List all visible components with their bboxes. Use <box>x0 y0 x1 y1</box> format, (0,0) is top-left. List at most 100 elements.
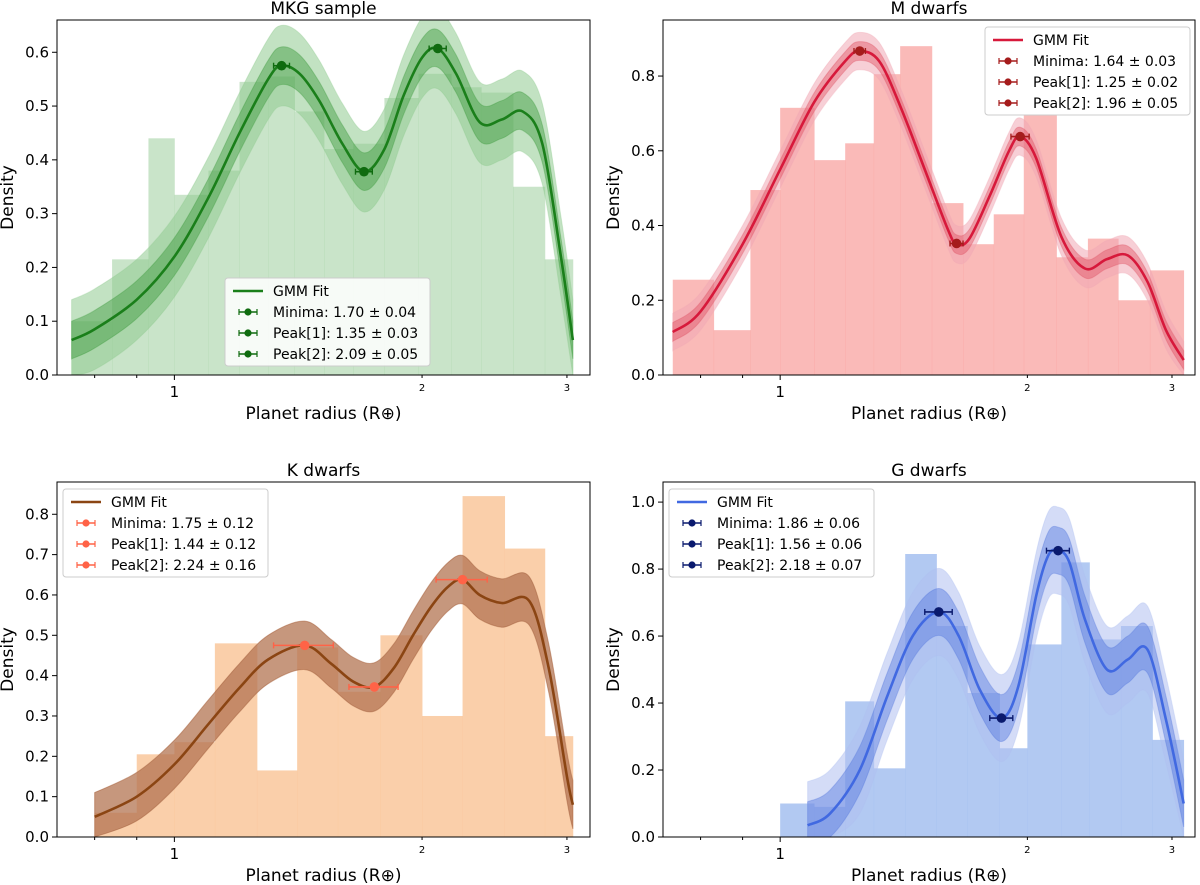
uncertainty-band-inner <box>71 28 574 360</box>
x-tick-label: 1 <box>775 845 785 863</box>
plot-area <box>671 31 1185 375</box>
y-tick-label: 1.0 <box>631 493 655 511</box>
peak-1-marker <box>276 60 287 71</box>
histogram-bar <box>845 143 875 375</box>
histogram-bar <box>1027 644 1062 837</box>
legend-label: Peak[2]: 2.24 ± 0.16 <box>111 558 256 574</box>
x-tick-label: 3 <box>1169 383 1175 394</box>
y-tick-label: 0.2 <box>25 258 49 276</box>
panel-g-dwarfs: 0.0 0.2 0.4 0.6 0.8 1.0 1 2 3 G dwarfs Planet radi… <box>604 461 1196 885</box>
histogram-bar <box>422 715 463 837</box>
legend-point-swatch <box>1004 99 1012 107</box>
y-tick-label: 0.6 <box>631 142 655 160</box>
axes-frame <box>56 19 591 376</box>
x-tick-label: 2 <box>419 383 425 394</box>
legend-box <box>62 488 269 578</box>
uncertainty-band-inner <box>807 525 1185 837</box>
x-axis-label: Planet radius (R⊕) <box>851 404 1007 424</box>
y-tick-label: 0.4 <box>25 667 49 685</box>
legend: GMM Fit Minima: 1.64 ± 0.03 Peak[1]: 1.25 … <box>984 26 1191 116</box>
x-tick-label: 3 <box>1169 845 1175 856</box>
y-tick-label: 0.5 <box>25 97 49 115</box>
peak-2-marker <box>432 43 443 54</box>
legend-point-swatch <box>688 540 696 548</box>
panel-k-dwarfs: 0.0 0.1 0.2 0.3 0.4 0.5 0.6 0.7 0.8 1 2 3 K dwarfs Pl… <box>0 461 591 885</box>
legend-label: GMM Fit <box>111 495 167 511</box>
legend-box <box>668 488 875 578</box>
y-tick-label: 0.3 <box>25 707 49 725</box>
y-tick-label: 0.4 <box>631 217 655 235</box>
panel-mkg-sample: 0.0 0.1 0.2 0.3 0.4 0.5 0.6 1 2 3 MKG sample Planet… <box>0 0 591 424</box>
legend-point-swatch <box>244 329 252 337</box>
x-tick-label: 1 <box>170 383 180 401</box>
legend-point-swatch <box>82 519 90 527</box>
uncertainty-band-outer <box>672 31 1185 375</box>
axes-frame <box>662 19 1196 376</box>
minima-marker <box>951 238 962 249</box>
peak-2-marker <box>1015 131 1025 142</box>
plot-area <box>780 505 1185 837</box>
legend-point-swatch <box>244 350 252 358</box>
panel-m-dwarfs: 0.0 0.2 0.4 0.6 0.8 1 2 3 M dwarfs Planet radius … <box>604 0 1196 424</box>
legend: GMM Fit Minima: 1.86 ± 0.06 Peak[1]: 1.56 … <box>668 488 875 578</box>
y-tick-label: 0.8 <box>25 505 49 523</box>
chart-title: MKG sample <box>270 0 376 19</box>
y-tick-label: 0.0 <box>631 828 655 846</box>
legend-label: GMM Fit <box>717 495 773 511</box>
axes-frame <box>56 481 591 838</box>
x-axis-label: Planet radius (R⊕) <box>246 866 402 885</box>
gmm-fit-line <box>807 548 1185 827</box>
histogram-bar <box>814 160 846 375</box>
histogram-bar <box>963 244 995 375</box>
y-tick-label: 0.8 <box>631 67 655 85</box>
legend-label: Peak[1]: 1.25 ± 0.02 <box>1033 75 1178 91</box>
x-tick-label: 3 <box>564 845 570 856</box>
legend-point-swatch <box>82 540 90 548</box>
gmm-fit-line <box>94 578 575 819</box>
chart-title: K dwarfs <box>287 461 361 481</box>
x-tick-label: 2 <box>1024 383 1030 394</box>
y-tick-label: 0.6 <box>25 586 49 604</box>
legend-label: Peak[2]: 2.18 ± 0.07 <box>717 558 862 574</box>
peak-2-marker <box>457 574 468 585</box>
legend: GMM Fit Minima: 1.70 ± 0.04 Peak[1]: 1.35 … <box>224 277 431 367</box>
legend-label: Peak[2]: 2.09 ± 0.05 <box>273 347 418 363</box>
y-tick-label: 0.5 <box>25 626 49 644</box>
y-axis-label: Density <box>0 627 18 692</box>
x-tick-label: 1 <box>170 845 180 863</box>
x-axis-label: Planet radius (R⊕) <box>246 404 402 424</box>
y-tick-label: 0.0 <box>25 828 49 846</box>
y-axis-label: Density <box>604 627 624 692</box>
histogram-bar <box>873 74 901 375</box>
peak-1-marker <box>933 607 944 617</box>
peak-1-marker <box>299 640 310 651</box>
histogram-bar <box>513 186 546 375</box>
histogram-bar <box>713 330 751 375</box>
histogram-bar <box>1118 300 1151 375</box>
axes-frame <box>662 481 1196 838</box>
y-tick-label: 0.4 <box>631 694 655 712</box>
histogram-bar <box>256 770 298 837</box>
histogram-bar <box>873 768 906 837</box>
y-tick-label: 0.1 <box>25 788 49 806</box>
legend-point-swatch <box>688 561 696 569</box>
legend-box <box>224 277 431 367</box>
uncertainty-band-inner <box>94 554 574 837</box>
histogram-bar <box>999 748 1028 837</box>
legend-box <box>984 26 1191 116</box>
minima-marker <box>369 682 380 692</box>
x-tick-label: 1 <box>775 383 785 401</box>
plot-area <box>94 496 575 837</box>
legend-label: Peak[1]: 1.56 ± 0.06 <box>717 537 862 553</box>
peak-2-marker <box>1053 545 1063 556</box>
y-tick-label: 0.0 <box>631 366 655 384</box>
y-tick-label: 0.0 <box>25 366 49 384</box>
legend-point-swatch <box>1004 78 1012 86</box>
chart-title: M dwarfs <box>890 0 967 19</box>
histogram-bar <box>993 214 1025 375</box>
legend-label: Minima: 1.75 ± 0.12 <box>111 516 254 532</box>
uncertainty-band-inner <box>672 41 1185 372</box>
y-tick-label: 0.3 <box>25 205 49 223</box>
minima-marker <box>359 166 369 177</box>
